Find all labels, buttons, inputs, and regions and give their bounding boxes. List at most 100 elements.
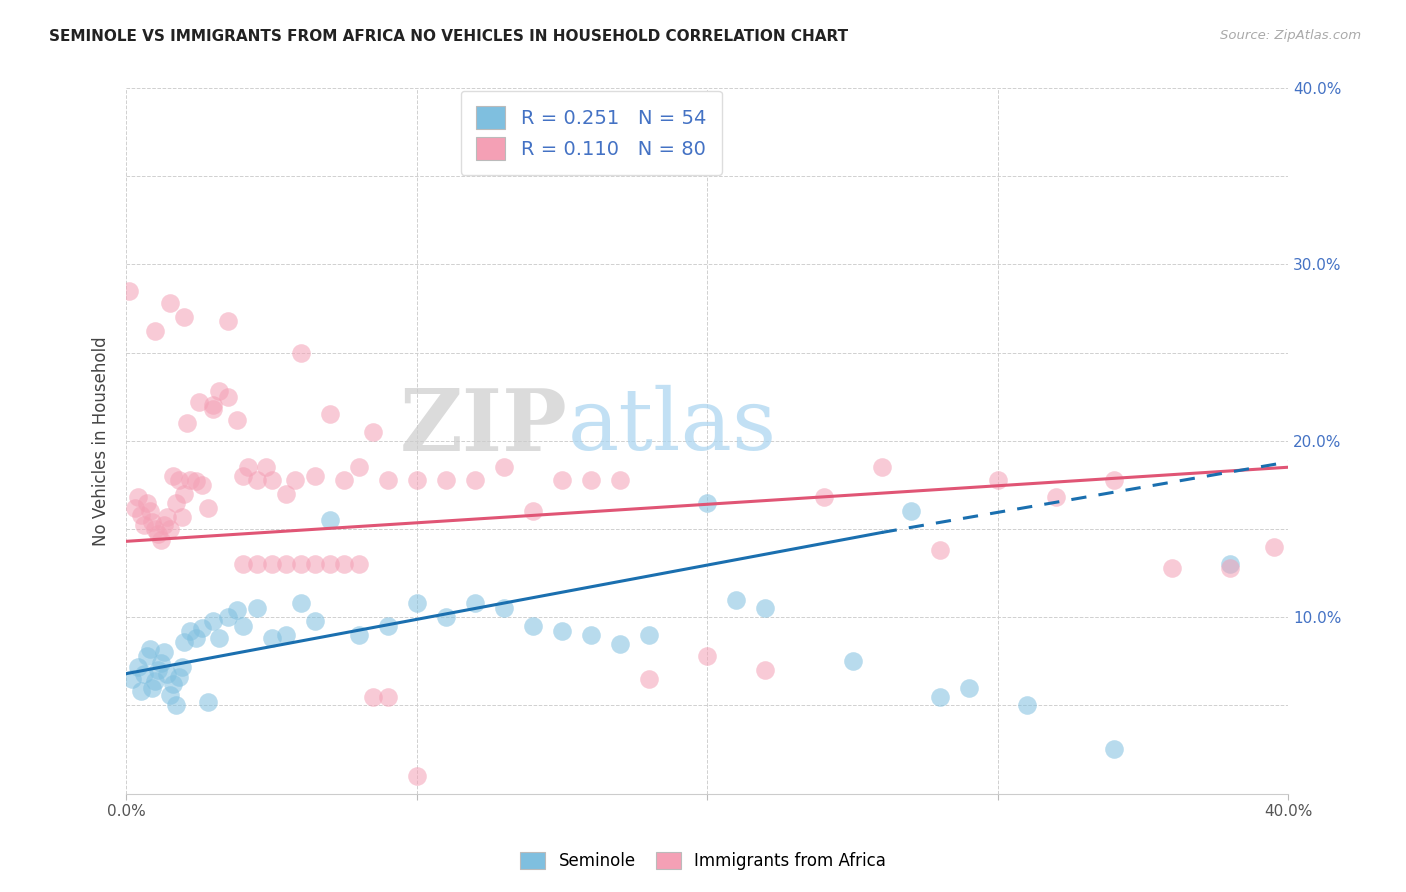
Point	[246, 558, 269, 572]
Point	[1045, 490, 1067, 504]
Point	[813, 490, 835, 504]
Legend: R = 0.251   N = 54, R = 0.110   N = 80: R = 0.251 N = 54, R = 0.110 N = 80	[461, 91, 721, 176]
Point	[141, 515, 163, 529]
Point	[121, 672, 143, 686]
Point	[217, 390, 239, 404]
Point	[900, 504, 922, 518]
Point	[202, 402, 225, 417]
Point	[141, 681, 163, 695]
Point	[870, 460, 893, 475]
Point	[609, 473, 631, 487]
Point	[361, 690, 384, 704]
Point	[231, 469, 253, 483]
Point	[361, 425, 384, 439]
Point	[928, 543, 950, 558]
Text: atlas: atlas	[568, 385, 778, 468]
Point	[165, 495, 187, 509]
Point	[162, 677, 184, 691]
Point	[304, 469, 326, 483]
Point	[841, 654, 863, 668]
Point	[127, 490, 149, 504]
Point	[197, 695, 219, 709]
Point	[522, 619, 544, 633]
Point	[202, 399, 225, 413]
Point	[191, 621, 214, 635]
Point	[173, 486, 195, 500]
Point	[347, 558, 370, 572]
Point	[1219, 561, 1241, 575]
Point	[143, 673, 166, 688]
Point	[464, 473, 486, 487]
Point	[638, 672, 661, 686]
Point	[638, 628, 661, 642]
Point	[304, 558, 326, 572]
Point	[1102, 473, 1125, 487]
Point	[150, 533, 173, 547]
Point	[696, 495, 718, 509]
Point	[179, 624, 201, 639]
Point	[434, 610, 457, 624]
Point	[217, 314, 239, 328]
Point	[274, 558, 297, 572]
Point	[132, 518, 155, 533]
Point	[191, 478, 214, 492]
Point	[148, 527, 170, 541]
Point	[551, 624, 574, 639]
Point	[173, 635, 195, 649]
Point	[179, 473, 201, 487]
Point	[1219, 558, 1241, 572]
Point	[987, 473, 1010, 487]
Point	[347, 460, 370, 475]
Point	[153, 518, 176, 533]
Point	[333, 558, 356, 572]
Point	[176, 416, 198, 430]
Point	[238, 460, 260, 475]
Point	[579, 473, 602, 487]
Point	[129, 508, 152, 522]
Point	[405, 596, 427, 610]
Text: ZIP: ZIP	[401, 384, 568, 468]
Point	[225, 412, 247, 426]
Point	[159, 296, 181, 310]
Point	[754, 601, 776, 615]
Point	[377, 690, 399, 704]
Point	[231, 619, 253, 633]
Point	[333, 473, 356, 487]
Point	[405, 473, 427, 487]
Point	[725, 592, 748, 607]
Point	[138, 642, 160, 657]
Point	[347, 628, 370, 642]
Point	[129, 684, 152, 698]
Point	[143, 522, 166, 536]
Point	[197, 500, 219, 515]
Point	[231, 558, 253, 572]
Point	[492, 601, 515, 615]
Point	[170, 659, 193, 673]
Point	[208, 384, 231, 399]
Text: Source: ZipAtlas.com: Source: ZipAtlas.com	[1220, 29, 1361, 42]
Point	[609, 637, 631, 651]
Point	[1015, 698, 1038, 713]
Point	[284, 473, 307, 487]
Point	[159, 688, 181, 702]
Point	[127, 659, 149, 673]
Point	[957, 681, 980, 695]
Text: SEMINOLE VS IMMIGRANTS FROM AFRICA NO VEHICLES IN HOUSEHOLD CORRELATION CHART: SEMINOLE VS IMMIGRANTS FROM AFRICA NO VE…	[49, 29, 848, 44]
Point	[153, 645, 176, 659]
Legend: Seminole, Immigrants from Africa: Seminole, Immigrants from Africa	[513, 845, 893, 877]
Point	[156, 666, 179, 681]
Point	[290, 596, 312, 610]
Point	[162, 469, 184, 483]
Point	[132, 666, 155, 681]
Point	[202, 614, 225, 628]
Point	[290, 345, 312, 359]
Point	[377, 473, 399, 487]
Point	[522, 504, 544, 518]
Point	[260, 558, 283, 572]
Point	[260, 473, 283, 487]
Point	[135, 648, 157, 663]
Point	[225, 603, 247, 617]
Point	[173, 310, 195, 325]
Point	[928, 690, 950, 704]
Point	[167, 670, 190, 684]
